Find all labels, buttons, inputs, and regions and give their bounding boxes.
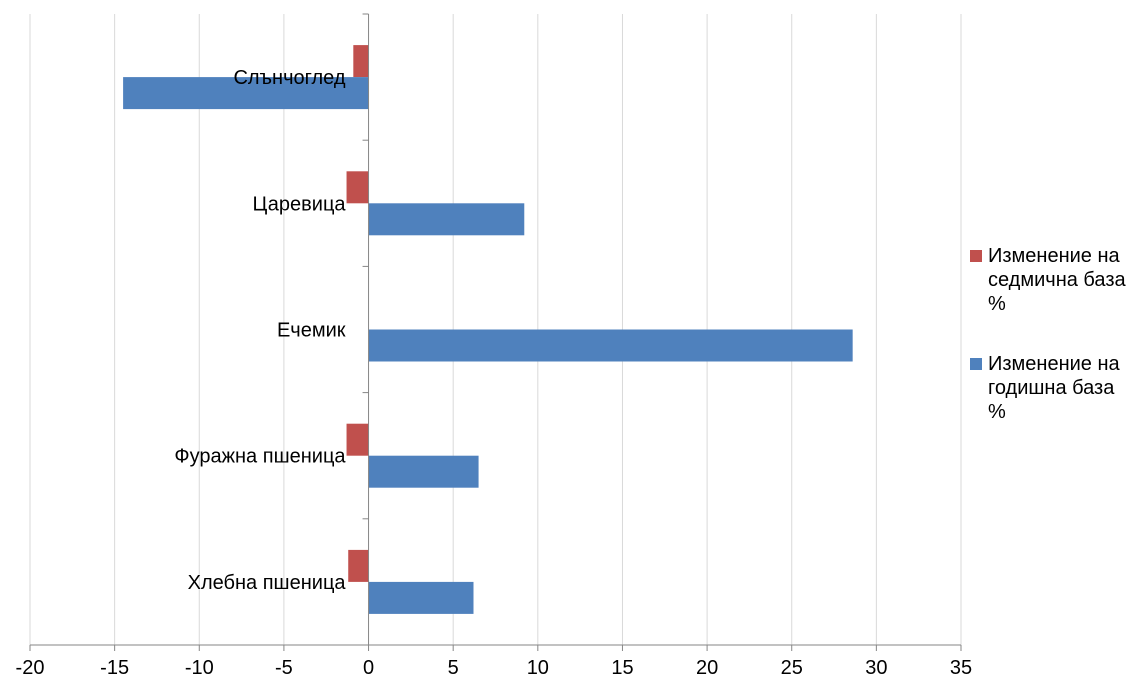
bar-weekly <box>353 45 369 78</box>
x-tick-label: 15 <box>611 657 633 679</box>
x-tick-labels: -20 -15 -10 -5 0 5 10 15 20 25 30 35 <box>16 657 973 679</box>
x-tick-label: 30 <box>865 657 887 679</box>
x-tick-label: -15 <box>100 657 129 679</box>
category-label: Фуражна пшеница <box>174 446 346 468</box>
x-tick-label: 5 <box>448 657 459 679</box>
x-tick-label: -10 <box>185 657 214 679</box>
x-tick-label: -20 <box>16 657 45 679</box>
x-tick-label: 20 <box>696 657 718 679</box>
x-tick-label: 25 <box>781 657 803 679</box>
bar-weekly <box>346 423 369 456</box>
bar-yearly <box>368 329 853 362</box>
bar-yearly <box>123 77 369 110</box>
category-label: Слънчоглед <box>233 67 345 89</box>
category-label: Хлебна пшеница <box>188 572 347 594</box>
x-tick-label: -5 <box>275 657 293 679</box>
x-tick-label: 0 <box>363 657 374 679</box>
axes <box>29 13 962 651</box>
legend-label-yearly: Изменение на годишна база % <box>988 353 1120 423</box>
category-labels: Хлебна пшеница Фуражна пшеница Ечемик Царев… <box>174 67 346 594</box>
legend-swatch-yearly <box>970 358 982 370</box>
x-tick-label: 35 <box>950 657 972 679</box>
x-tick-label: 10 <box>527 657 549 679</box>
bar-yearly <box>368 203 525 236</box>
legend-swatch-weekly <box>970 250 982 262</box>
legend-item-weekly: Изменение на седмична база % <box>970 244 1135 316</box>
bar-yearly <box>368 455 479 488</box>
bar-weekly <box>346 171 369 204</box>
category-label: Царевица <box>253 193 347 215</box>
bar-yearly <box>368 581 474 614</box>
legend: Изменение на седмична база % Изменение н… <box>970 244 1135 460</box>
legend-item-yearly: Изменение на годишна база % <box>970 352 1135 424</box>
legend-label-weekly: Изменение на седмична база % <box>988 245 1126 315</box>
bars <box>123 45 853 614</box>
bar-weekly <box>348 549 369 582</box>
category-label: Ечемик <box>277 320 346 342</box>
